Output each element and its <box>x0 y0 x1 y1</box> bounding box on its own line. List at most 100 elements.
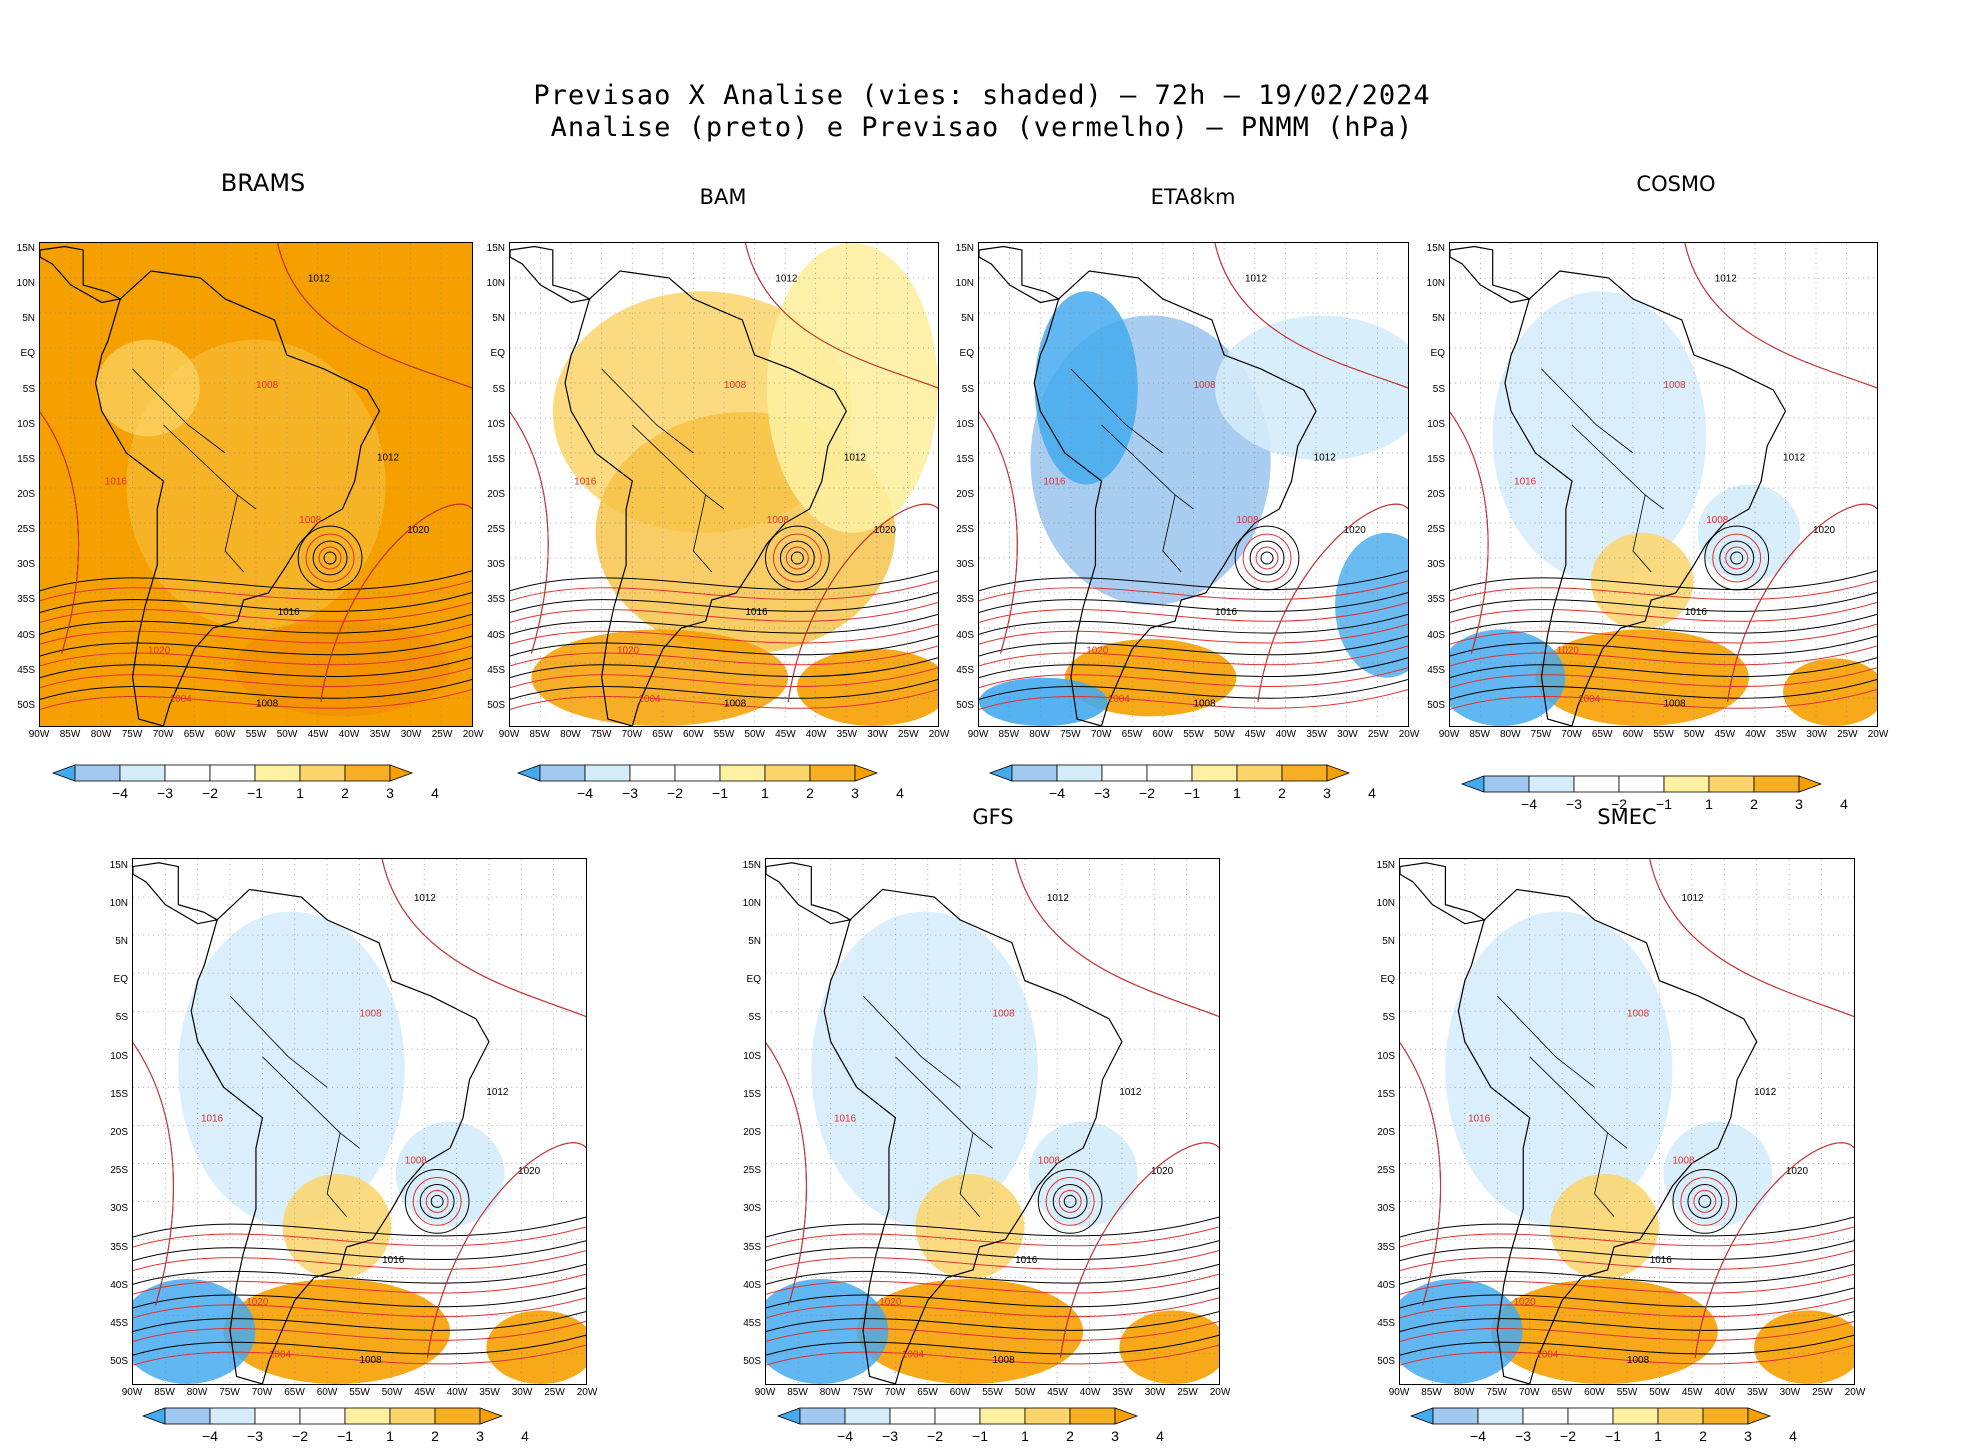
lat-tick-label: 25S <box>1427 524 1445 536</box>
isobar-label: 1012 <box>1119 1087 1142 1098</box>
map-panel-panel5: 1012 1008 1012 1008 1020 1020 1008 1004 1016 1016 <box>132 858 587 1385</box>
lon-tick-label: 55W <box>982 1387 1003 1398</box>
lon-tick-label: 20W <box>462 729 484 740</box>
colorbar-segment <box>584 764 631 782</box>
isobar-south <box>510 667 938 689</box>
isobar-label: 1004 <box>170 694 193 705</box>
colorbar-segment <box>299 764 346 782</box>
colorbar-label: −2 <box>1611 796 1627 812</box>
country-border <box>1571 424 1664 510</box>
lat-tick-label: 5S <box>115 1012 128 1024</box>
isobar-south <box>40 623 472 645</box>
lon-tick-label: 25W <box>544 1387 565 1398</box>
colorbar-end-left <box>51 764 76 782</box>
isobar-south <box>1400 1321 1854 1342</box>
lon-tick-label: 35W <box>1775 729 1797 740</box>
lon-tick-label: 25W <box>1837 729 1858 740</box>
bias-shade-4 <box>796 648 938 726</box>
isobar-label: 1020 <box>518 1166 541 1177</box>
lat-tick-label: 35S <box>487 594 505 606</box>
lat-tick-label: 35S <box>1377 1241 1395 1253</box>
bias-shade-4 <box>1663 1121 1773 1227</box>
lon-tick-label: 65W <box>1591 729 1613 740</box>
lon-tick-label: 25W <box>1177 1387 1198 1398</box>
isobar-atlantic <box>1059 1142 1219 1358</box>
bias-shade-3 <box>1335 532 1408 678</box>
isobar-south <box>979 592 1408 613</box>
isobar-south <box>766 1216 1219 1238</box>
isobar-south <box>40 645 472 667</box>
lon-tick-label: 70W <box>1561 729 1582 740</box>
cyclone-isobar <box>790 551 804 565</box>
lon-tick-label: 85W <box>998 729 1020 740</box>
isobar-south <box>40 688 472 710</box>
isobar-pacific <box>510 411 549 654</box>
lon-tick-label: 65W <box>183 729 205 740</box>
colorbar-label: −3 <box>247 1428 263 1444</box>
isobar-south <box>766 1273 1219 1295</box>
colorbar-segment <box>764 764 811 782</box>
isobar-south <box>766 1226 1219 1248</box>
lon-tick-label: 50W <box>276 729 298 740</box>
isobar-label: 1004 <box>638 694 661 705</box>
lat-tick-label: 20S <box>1377 1126 1395 1138</box>
lat-tick-label: 25S <box>743 1165 761 1177</box>
colorbar-segment <box>1663 775 1710 793</box>
colorbar-label: −4 <box>112 785 128 801</box>
lat-tick-label: 15S <box>956 453 974 465</box>
country-border <box>132 368 226 454</box>
cyclone-isobar <box>404 1169 470 1234</box>
colorbar-end-left <box>1409 1407 1434 1425</box>
lon-tick-label: 90W <box>754 1387 776 1398</box>
cyclone-isobar <box>312 540 348 576</box>
colorbar-label: 2 <box>431 1428 439 1444</box>
isobar-south <box>510 592 938 613</box>
isobar-label: 1012 <box>1245 274 1268 285</box>
isobar-south <box>1450 688 1877 710</box>
isobar-label: 1020 <box>1786 1166 1809 1177</box>
colorbar-end-right <box>854 764 879 782</box>
isobar-south <box>133 1334 586 1356</box>
lat-tick-label: 35S <box>17 594 35 606</box>
cyclone-isobar <box>1719 540 1755 576</box>
lon-tick-label: 70W <box>621 729 643 740</box>
colorbar-segment <box>1101 764 1148 782</box>
isobar-south <box>979 623 1408 645</box>
isobar-south <box>766 1263 1219 1285</box>
lon-tick-label: 35W <box>369 729 391 740</box>
country-border <box>1496 995 1595 1088</box>
colorbar-label: −2 <box>292 1428 308 1444</box>
isobar-label: 1020 <box>1344 525 1367 536</box>
lat-tick-label: 20S <box>956 489 974 501</box>
isobar-south <box>1400 1250 1854 1272</box>
map-canvas-brams: 1012 1008 1012 1008 1020 1020 1008 1004 1016 1016 <box>40 243 472 726</box>
isobar-south <box>979 645 1408 667</box>
isobar-label: 1016 <box>105 476 128 487</box>
cyclone-isobar <box>297 525 363 591</box>
colorbar-label: 4 <box>431 785 439 801</box>
isobar-south <box>1400 1311 1854 1332</box>
map-panel-bam: 1012 1008 1012 1008 1020 1020 1008 1004 1016 1016 <box>509 242 939 727</box>
isobar-label: 1020 <box>1813 525 1836 536</box>
lon-tick-label: 50W <box>1649 1387 1670 1398</box>
country-border <box>632 424 725 510</box>
lat-tick-label: 10N <box>16 278 35 290</box>
isobar-south <box>1450 679 1877 700</box>
colorbar-segment <box>934 1407 981 1425</box>
lon-tick-label: 35W <box>479 1387 500 1398</box>
country-border <box>692 494 713 573</box>
lon-tick-label: 55W <box>1653 729 1674 740</box>
lat-tick-label: EQ <box>1430 348 1445 360</box>
isobar-south <box>1400 1334 1854 1356</box>
lat-tick-label: 15N <box>486 243 505 255</box>
isobar-south <box>40 679 472 700</box>
isobar-pacific <box>133 1042 174 1306</box>
cyclone-isobar <box>1712 533 1762 583</box>
lat-tick-label: 10N <box>1426 278 1445 290</box>
bias-shade-5 <box>979 677 1108 726</box>
isobar-label: 1016 <box>1468 1113 1491 1124</box>
colorbar-label: 1 <box>1654 1428 1662 1444</box>
lat-tick-label: 10N <box>742 897 761 909</box>
isobar-north <box>381 859 586 1017</box>
lat-tick-label: 10N <box>486 278 505 290</box>
